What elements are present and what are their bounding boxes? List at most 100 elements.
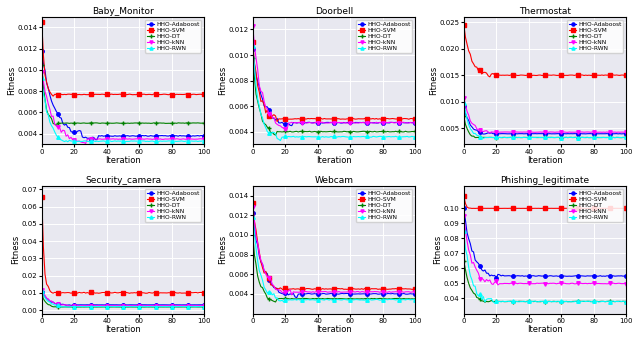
HHO-Adaboost — [623, 273, 630, 278]
HHO-SVM — [372, 287, 380, 291]
HHO-SVM — [249, 40, 257, 44]
HHO-Adaboost — [348, 121, 356, 125]
Line: HHO-SVM: HHO-SVM — [40, 195, 206, 295]
HHO-Adaboost — [536, 274, 544, 278]
HHO-kNN — [283, 128, 291, 132]
HHO-Adaboost — [67, 303, 75, 307]
HHO-SVM — [502, 73, 510, 77]
Line: HHO-kNN: HHO-kNN — [40, 288, 206, 308]
Line: HHO-Adaboost: HHO-Adaboost — [462, 207, 628, 280]
Y-axis label: Fitness: Fitness — [218, 66, 227, 95]
HHO-Adaboost — [115, 303, 122, 307]
HHO-SVM — [79, 291, 86, 295]
HHO-DT — [499, 135, 507, 139]
HHO-RWN — [471, 131, 479, 135]
HHO-Adaboost — [584, 132, 591, 136]
HHO-DT — [559, 299, 567, 303]
Title: Security_camera: Security_camera — [85, 176, 161, 185]
X-axis label: Iteration: Iteration — [527, 156, 563, 165]
HHO-SVM — [291, 117, 299, 121]
HHO-Adaboost — [559, 274, 567, 278]
HHO-SVM — [348, 287, 356, 291]
HHO-Adaboost — [260, 269, 268, 273]
HHO-RWN — [161, 139, 169, 143]
HHO-SVM — [273, 120, 281, 124]
HHO-DT — [364, 130, 372, 134]
Y-axis label: Fitness: Fitness — [218, 235, 227, 264]
HHO-SVM — [137, 291, 145, 295]
HHO-RWN — [260, 122, 268, 126]
HHO-SVM — [536, 73, 544, 77]
HHO-DT — [372, 130, 380, 134]
HHO-RWN — [49, 126, 57, 130]
HHO-Adaboost — [79, 135, 86, 139]
HHO-DT — [115, 305, 122, 309]
HHO-SVM — [249, 201, 257, 205]
HHO-Adaboost — [559, 132, 567, 136]
HHO-kNN — [38, 288, 45, 292]
HHO-DT — [52, 123, 60, 128]
HHO-RWN — [154, 139, 161, 143]
HHO-kNN — [49, 300, 57, 305]
HHO-kNN — [502, 130, 510, 134]
HHO-RWN — [64, 140, 72, 144]
HHO-DT — [325, 130, 333, 134]
HHO-Adaboost — [536, 132, 544, 136]
HHO-DT — [502, 135, 510, 139]
HHO-DT — [200, 121, 208, 125]
HHO-RWN — [623, 135, 630, 139]
HHO-kNN — [260, 99, 268, 103]
HHO-kNN — [575, 281, 583, 285]
Title: Webcam: Webcam — [314, 176, 353, 185]
HHO-kNN — [559, 130, 567, 134]
HHO-RWN — [200, 139, 208, 143]
HHO-RWN — [364, 135, 372, 139]
HHO-kNN — [49, 114, 57, 118]
HHO-kNN — [372, 290, 380, 294]
HHO-Adaboost — [372, 121, 380, 125]
HHO-SVM — [38, 195, 45, 199]
HHO-RWN — [559, 299, 567, 303]
HHO-DT — [584, 299, 591, 303]
HHO-kNN — [249, 24, 257, 28]
HHO-DT — [161, 305, 169, 309]
HHO-SVM — [412, 117, 419, 121]
HHO-DT — [154, 121, 161, 125]
HHO-SVM — [325, 117, 333, 121]
HHO-kNN — [623, 282, 630, 286]
HHO-Adaboost — [80, 303, 88, 307]
HHO-SVM — [113, 291, 120, 295]
HHO-kNN — [412, 290, 419, 294]
HHO-Adaboost — [154, 134, 161, 138]
HHO-SVM — [51, 92, 59, 97]
HHO-Adaboost — [38, 49, 45, 53]
HHO-kNN — [325, 121, 333, 125]
HHO-DT — [471, 292, 479, 296]
HHO-Adaboost — [249, 211, 257, 216]
HHO-kNN — [249, 205, 257, 209]
HHO-RWN — [38, 289, 45, 293]
HHO-kNN — [584, 282, 591, 286]
HHO-kNN — [412, 121, 419, 125]
HHO-RWN — [491, 301, 499, 305]
HHO-SVM — [575, 73, 583, 77]
HHO-Adaboost — [115, 134, 122, 138]
HHO-SVM — [584, 73, 591, 77]
HHO-SVM — [500, 206, 508, 210]
HHO-DT — [412, 130, 419, 134]
HHO-kNN — [348, 290, 356, 294]
HHO-kNN — [72, 304, 80, 308]
HHO-kNN — [291, 290, 299, 294]
HHO-Adaboost — [93, 138, 101, 142]
HHO-kNN — [575, 130, 583, 134]
HHO-SVM — [80, 92, 88, 97]
Line: HHO-Adaboost: HHO-Adaboost — [462, 104, 628, 136]
HHO-SVM — [125, 291, 133, 295]
Legend: HHO-Adaboost, HHO-SVM, HHO-DT, HHO-kNN, HHO-RWN: HHO-Adaboost, HHO-SVM, HHO-DT, HHO-kNN, … — [356, 189, 412, 222]
HHO-RWN — [325, 298, 333, 302]
HHO-kNN — [486, 131, 493, 135]
HHO-Adaboost — [137, 134, 145, 138]
HHO-kNN — [200, 304, 208, 308]
HHO-Adaboost — [460, 206, 468, 210]
HHO-DT — [502, 299, 510, 303]
